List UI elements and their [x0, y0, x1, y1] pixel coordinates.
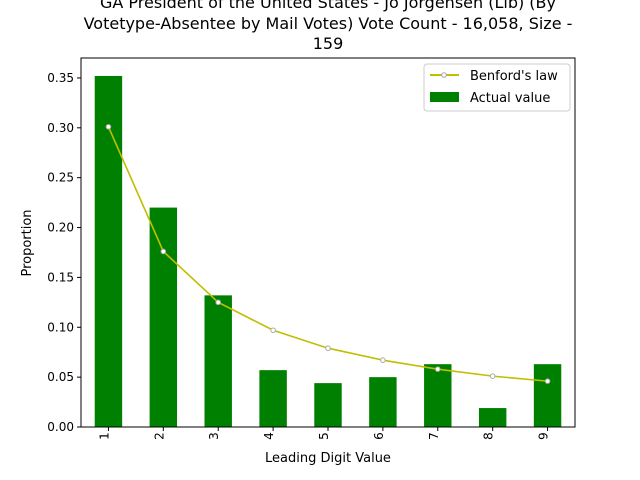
legend-actual-label: Actual value [470, 91, 550, 106]
chart-title-line-2: Votetype-Absentee by Mail Votes) Vote Co… [84, 14, 573, 33]
bar-series [94, 75, 562, 427]
bar-digit-3 [204, 295, 232, 427]
benford-point-digit-1 [105, 124, 112, 130]
y-tick-label: 0.20 [47, 221, 74, 235]
benford-point-digit-8 [489, 373, 496, 379]
chart-title-line-1: GA President of the United States - Jo J… [100, 0, 556, 12]
y-axis-label: Proportion [20, 209, 35, 276]
bar-digit-6 [369, 377, 397, 427]
x-tick-label: 5 [317, 432, 331, 440]
y-tick-label: 0.35 [47, 71, 74, 85]
x-tick-label: 6 [372, 432, 386, 440]
bar-digit-9 [533, 364, 562, 427]
benford-point-digit-4 [270, 327, 276, 334]
y-tick-label: 0.10 [47, 320, 74, 334]
y-tick-label: 0.25 [47, 171, 74, 185]
chart-title: GA President of the United States - Jo J… [84, 0, 573, 53]
benford-line-series [105, 124, 551, 384]
x-axis: 1 2 3 4 5 6 7 8 9 [97, 427, 551, 440]
legend: Benford's law Actual value [423, 63, 571, 112]
bar-digit-1 [94, 75, 123, 427]
legend-benford-marker [441, 72, 447, 78]
y-tick-label: 0.30 [47, 121, 74, 135]
x-tick-label: 8 [482, 432, 496, 440]
y-tick-label: 0.15 [47, 270, 74, 284]
x-tick-label: 7 [427, 432, 441, 440]
bar-digit-4 [259, 370, 287, 427]
x-axis-label: Leading Digit Value [265, 451, 391, 466]
y-tick-label: 0.00 [47, 420, 74, 434]
y-tick-label: 0.05 [47, 370, 74, 384]
x-tick-label: 1 [97, 432, 111, 440]
legend-benford-label: Benford's law [470, 69, 558, 84]
benford-point-digit-6 [380, 357, 386, 363]
bar-digit-2 [149, 207, 178, 427]
x-tick-label: 2 [152, 432, 166, 440]
bar-digit-8 [478, 408, 507, 427]
x-tick-label: 9 [537, 432, 551, 440]
benford-point-digit-7 [434, 366, 441, 372]
benford-point-digit-5 [325, 345, 331, 352]
x-tick-label: 3 [207, 432, 221, 440]
x-tick-label: 4 [262, 432, 276, 440]
benford-point-digit-3 [215, 299, 222, 306]
benford-point-digit-2 [160, 248, 167, 255]
bar-digit-5 [314, 383, 342, 427]
legend-box [423, 63, 571, 112]
y-axis: 0.00 0.05 0.10 0.15 0.20 0.25 0.30 0.35 [47, 71, 81, 434]
benford-point-digit-9 [544, 378, 551, 384]
bar-digit-7 [424, 364, 452, 427]
chart-title-line-3: 159 [313, 34, 344, 53]
legend-actual-swatch [430, 92, 459, 102]
